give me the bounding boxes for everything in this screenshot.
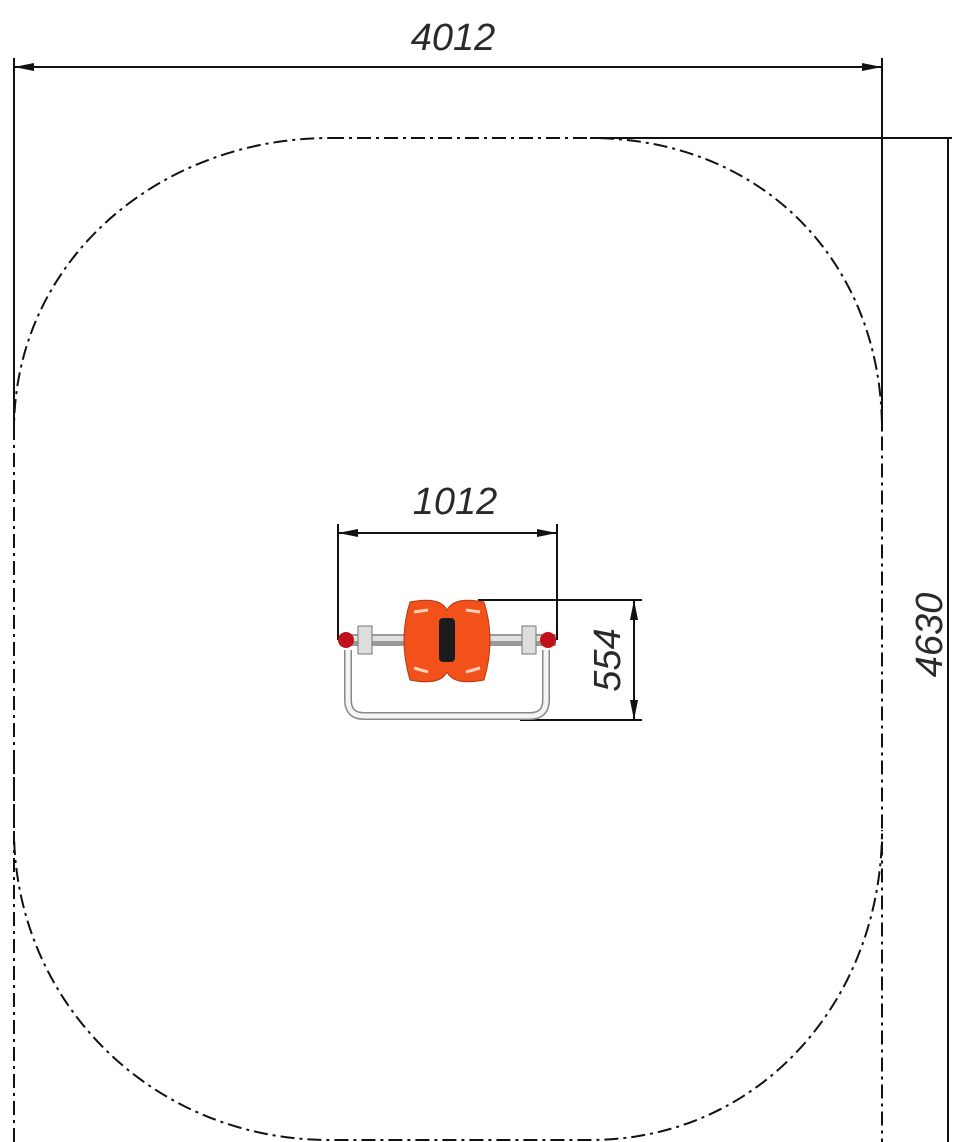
equipment (338, 599, 556, 720)
safety-zone-bottom (13, 760, 883, 1141)
dimension-label: 554 (587, 628, 629, 691)
safety-zone (13, 137, 883, 1142)
dimension-label: 4630 (909, 593, 951, 678)
dimension-label: 1012 (413, 481, 498, 523)
dimension-label: 4012 (411, 17, 496, 59)
